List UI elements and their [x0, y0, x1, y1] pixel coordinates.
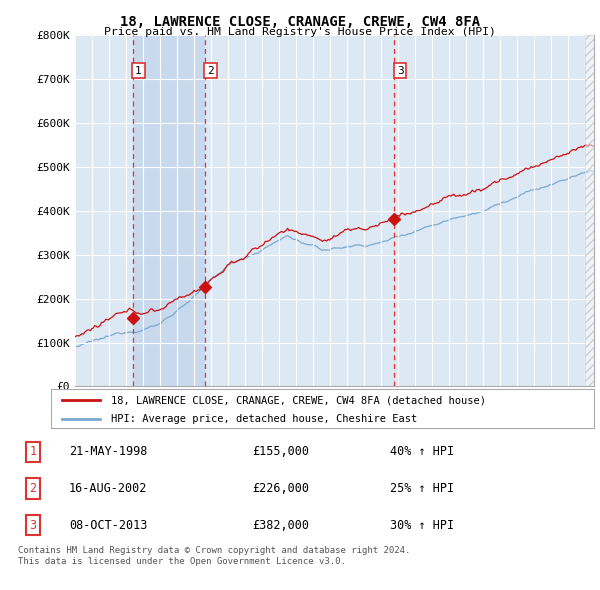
Text: 1: 1 — [135, 65, 142, 76]
Text: 3: 3 — [397, 65, 404, 76]
Text: £226,000: £226,000 — [252, 482, 309, 495]
Text: £382,000: £382,000 — [252, 519, 309, 532]
Text: 18, LAWRENCE CLOSE, CRANAGE, CREWE, CW4 8FA: 18, LAWRENCE CLOSE, CRANAGE, CREWE, CW4 … — [120, 15, 480, 30]
Text: Contains HM Land Registry data © Crown copyright and database right 2024.
This d: Contains HM Land Registry data © Crown c… — [18, 546, 410, 566]
Text: 2: 2 — [29, 482, 37, 495]
Text: 08-OCT-2013: 08-OCT-2013 — [69, 519, 148, 532]
Text: Price paid vs. HM Land Registry's House Price Index (HPI): Price paid vs. HM Land Registry's House … — [104, 27, 496, 37]
Text: 40% ↑ HPI: 40% ↑ HPI — [390, 445, 454, 458]
Text: £155,000: £155,000 — [252, 445, 309, 458]
Bar — [586, 35, 594, 386]
Text: 25% ↑ HPI: 25% ↑ HPI — [390, 482, 454, 495]
Bar — [133, 35, 205, 386]
Text: 16-AUG-2002: 16-AUG-2002 — [69, 482, 148, 495]
Text: 3: 3 — [29, 519, 37, 532]
Text: 2: 2 — [207, 65, 214, 76]
Text: 30% ↑ HPI: 30% ↑ HPI — [390, 519, 454, 532]
Text: 21-MAY-1998: 21-MAY-1998 — [69, 445, 148, 458]
Text: HPI: Average price, detached house, Cheshire East: HPI: Average price, detached house, Ches… — [111, 414, 417, 424]
Text: 18, LAWRENCE CLOSE, CRANAGE, CREWE, CW4 8FA (detached house): 18, LAWRENCE CLOSE, CRANAGE, CREWE, CW4 … — [111, 395, 486, 405]
Text: 1: 1 — [29, 445, 37, 458]
